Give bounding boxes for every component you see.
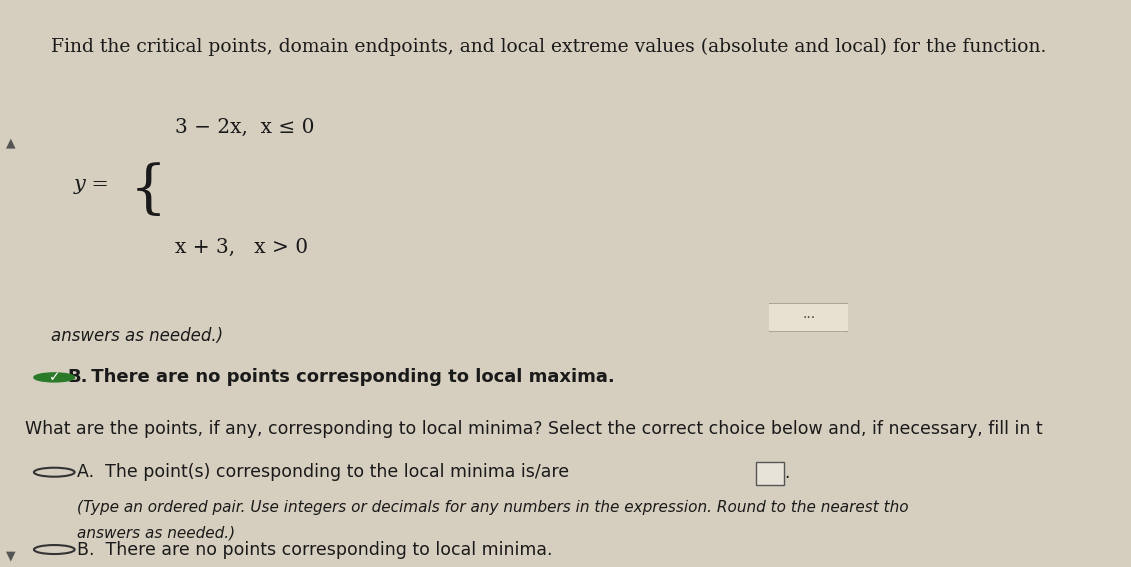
Text: Find the critical points, domain endpoints, and local extreme values (absolute a: Find the critical points, domain endpoin… xyxy=(51,38,1046,56)
Text: {: { xyxy=(130,163,167,218)
Text: ···: ··· xyxy=(802,311,815,324)
Text: .: . xyxy=(784,464,789,483)
Text: B.: B. xyxy=(68,369,88,386)
FancyBboxPatch shape xyxy=(765,303,853,332)
Text: (Type an ordered pair. Use integers or decimals for any numbers in the expressio: (Type an ordered pair. Use integers or d… xyxy=(77,500,908,515)
Text: x + 3,   x > 0: x + 3, x > 0 xyxy=(175,238,309,257)
Text: 3 − 2x,  x ≤ 0: 3 − 2x, x ≤ 0 xyxy=(175,117,314,137)
Text: There are no points corresponding to local maxima.: There are no points corresponding to loc… xyxy=(85,369,614,386)
Text: answers as needed.): answers as needed.) xyxy=(77,526,235,541)
Text: ▼: ▼ xyxy=(6,549,16,562)
Text: A.  The point(s) corresponding to the local minima is/are: A. The point(s) corresponding to the loc… xyxy=(77,463,569,481)
Text: y =: y = xyxy=(74,175,110,194)
Text: What are the points, if any, corresponding to local minima? Select the correct c: What are the points, if any, correspondi… xyxy=(25,420,1043,438)
Text: B.  There are no points corresponding to local minima.: B. There are no points corresponding to … xyxy=(77,540,552,558)
FancyBboxPatch shape xyxy=(756,462,784,485)
Circle shape xyxy=(34,373,75,382)
Text: ✓: ✓ xyxy=(49,370,60,384)
Text: answers as needed.): answers as needed.) xyxy=(51,328,223,345)
Text: ▲: ▲ xyxy=(6,137,16,149)
